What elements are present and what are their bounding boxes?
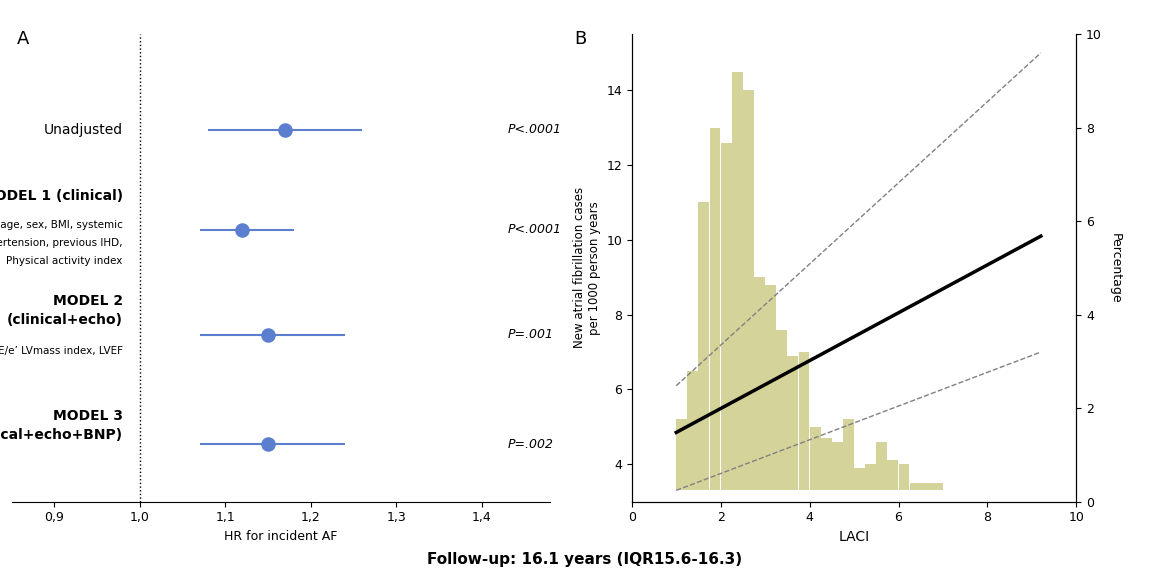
Bar [698,202,709,490]
Y-axis label: Percentage: Percentage [1108,233,1121,303]
Text: MODEL 2: MODEL 2 [53,294,123,308]
Bar [688,370,698,490]
Bar [810,427,820,490]
Text: P<.0001: P<.0001 [507,223,562,236]
Text: MODEL 1 (clinical): MODEL 1 (clinical) [0,189,123,203]
Bar [721,142,731,490]
Y-axis label: New atrial fibrillation cases
per 1000 person years: New atrial fibrillation cases per 1000 p… [572,188,600,348]
Point [259,330,277,339]
Text: P=.001: P=.001 [507,328,553,341]
Text: MODEL 1 +E/e’ LVmass index, LVEF: MODEL 1 +E/e’ LVmass index, LVEF [0,346,123,356]
Bar [921,483,931,490]
Bar [732,72,743,490]
Text: (clinical+echo+BNP): (clinical+echo+BNP) [0,429,123,442]
Text: Unadjusted: Unadjusted [43,123,123,137]
Point [276,125,295,134]
Text: hypertension, previous IHD,: hypertension, previous IHD, [0,238,123,249]
Bar [743,90,753,490]
Point [233,225,252,234]
Bar [765,285,776,490]
Bar [787,356,798,490]
Text: (clinical+echo): (clinical+echo) [7,313,123,327]
Text: Physical activity index: Physical activity index [6,256,123,266]
Text: A: A [18,30,29,47]
Text: Follow-up: 16.1 years (IQR15.6-16.3): Follow-up: 16.1 years (IQR15.6-16.3) [427,552,743,567]
Text: P=.002: P=.002 [507,438,553,451]
Bar [709,128,721,490]
Bar [832,442,842,490]
Text: MODEL 3: MODEL 3 [53,409,123,424]
Bar [899,464,909,490]
Text: adjusted for age, sex, BMI, systemic: adjusted for age, sex, BMI, systemic [0,220,123,230]
Bar [854,468,865,490]
Bar [799,352,810,490]
Bar [755,277,765,490]
Bar [910,483,921,490]
Bar [866,464,876,490]
Bar [876,442,887,490]
Bar [777,329,787,490]
Bar [821,438,832,490]
Text: P<.0001: P<.0001 [507,123,562,136]
Point [259,440,277,449]
X-axis label: HR for incident AF: HR for incident AF [225,530,337,543]
Bar [676,420,687,490]
Bar [888,461,899,490]
Bar [844,420,854,490]
Text: B: B [574,30,586,47]
Bar [932,483,943,490]
X-axis label: LACI: LACI [839,530,869,544]
